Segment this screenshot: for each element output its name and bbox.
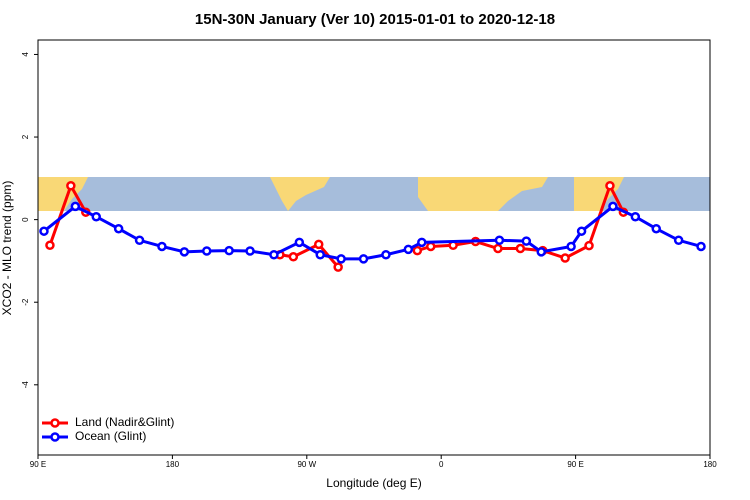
data-point	[560, 253, 570, 263]
x-tick-label: 180	[703, 460, 717, 469]
legend-label: Ocean (Glint)	[75, 429, 146, 443]
data-point	[201, 246, 212, 256]
data-point	[157, 241, 167, 252]
x-tick-label: 90 E	[30, 460, 46, 469]
series-line	[43, 204, 702, 261]
data-point	[515, 243, 526, 254]
legend-label: Land (Nadir&Glint)	[75, 415, 174, 429]
data-point	[245, 246, 255, 256]
data-point	[608, 201, 618, 212]
map-strip	[38, 177, 710, 211]
y-tick-label: 2	[21, 134, 30, 139]
data-point	[333, 262, 343, 272]
data-point	[651, 223, 661, 234]
data-point	[134, 235, 145, 246]
x-tick-label: 180	[166, 460, 180, 469]
legend-marker	[50, 418, 60, 428]
data-point	[66, 181, 76, 191]
data-point	[288, 252, 299, 262]
y-tick-label: -4	[21, 381, 30, 389]
data-point	[605, 181, 615, 191]
data-point	[566, 241, 576, 252]
y-tick-label: -2	[21, 298, 30, 306]
data-point	[673, 235, 684, 246]
data-point	[269, 249, 279, 260]
data-point	[113, 223, 124, 234]
plot-frame	[37, 39, 711, 456]
data-point	[179, 247, 190, 257]
data-point	[336, 254, 346, 264]
data-point	[91, 211, 101, 222]
x-tick-label: 0	[439, 460, 444, 469]
y-tick-label: 4	[21, 52, 30, 57]
y-axis-label: XCO2 - MLO trend (ppm)	[0, 181, 14, 316]
data-point	[313, 239, 324, 250]
data-point	[45, 240, 55, 250]
data-point	[412, 245, 423, 256]
data-point	[70, 201, 81, 212]
data-point	[536, 247, 547, 257]
data-point	[493, 243, 503, 254]
data-point	[224, 245, 234, 256]
data-point	[294, 237, 305, 248]
data-point	[696, 241, 706, 252]
data-point	[576, 226, 587, 236]
data-point	[494, 235, 505, 246]
x-tick-label: 90 E	[567, 460, 583, 469]
data-point	[358, 254, 369, 264]
data-point	[630, 211, 641, 222]
data-point	[584, 240, 594, 251]
y-tick-label: 0	[21, 217, 30, 222]
data-point	[39, 226, 49, 236]
chart-title: 15N-30N January (Ver 10) 2015-01-01 to 2…	[195, 11, 555, 28]
data-point	[425, 241, 436, 252]
data-point	[521, 236, 532, 246]
data-point	[403, 244, 414, 255]
data-point	[315, 249, 325, 260]
legend-marker	[50, 432, 60, 442]
data-point	[381, 249, 391, 260]
x-axis-label: Longitude (deg E)	[326, 476, 421, 490]
data-point	[417, 237, 427, 248]
x-tick-label: 90 W	[297, 460, 316, 469]
